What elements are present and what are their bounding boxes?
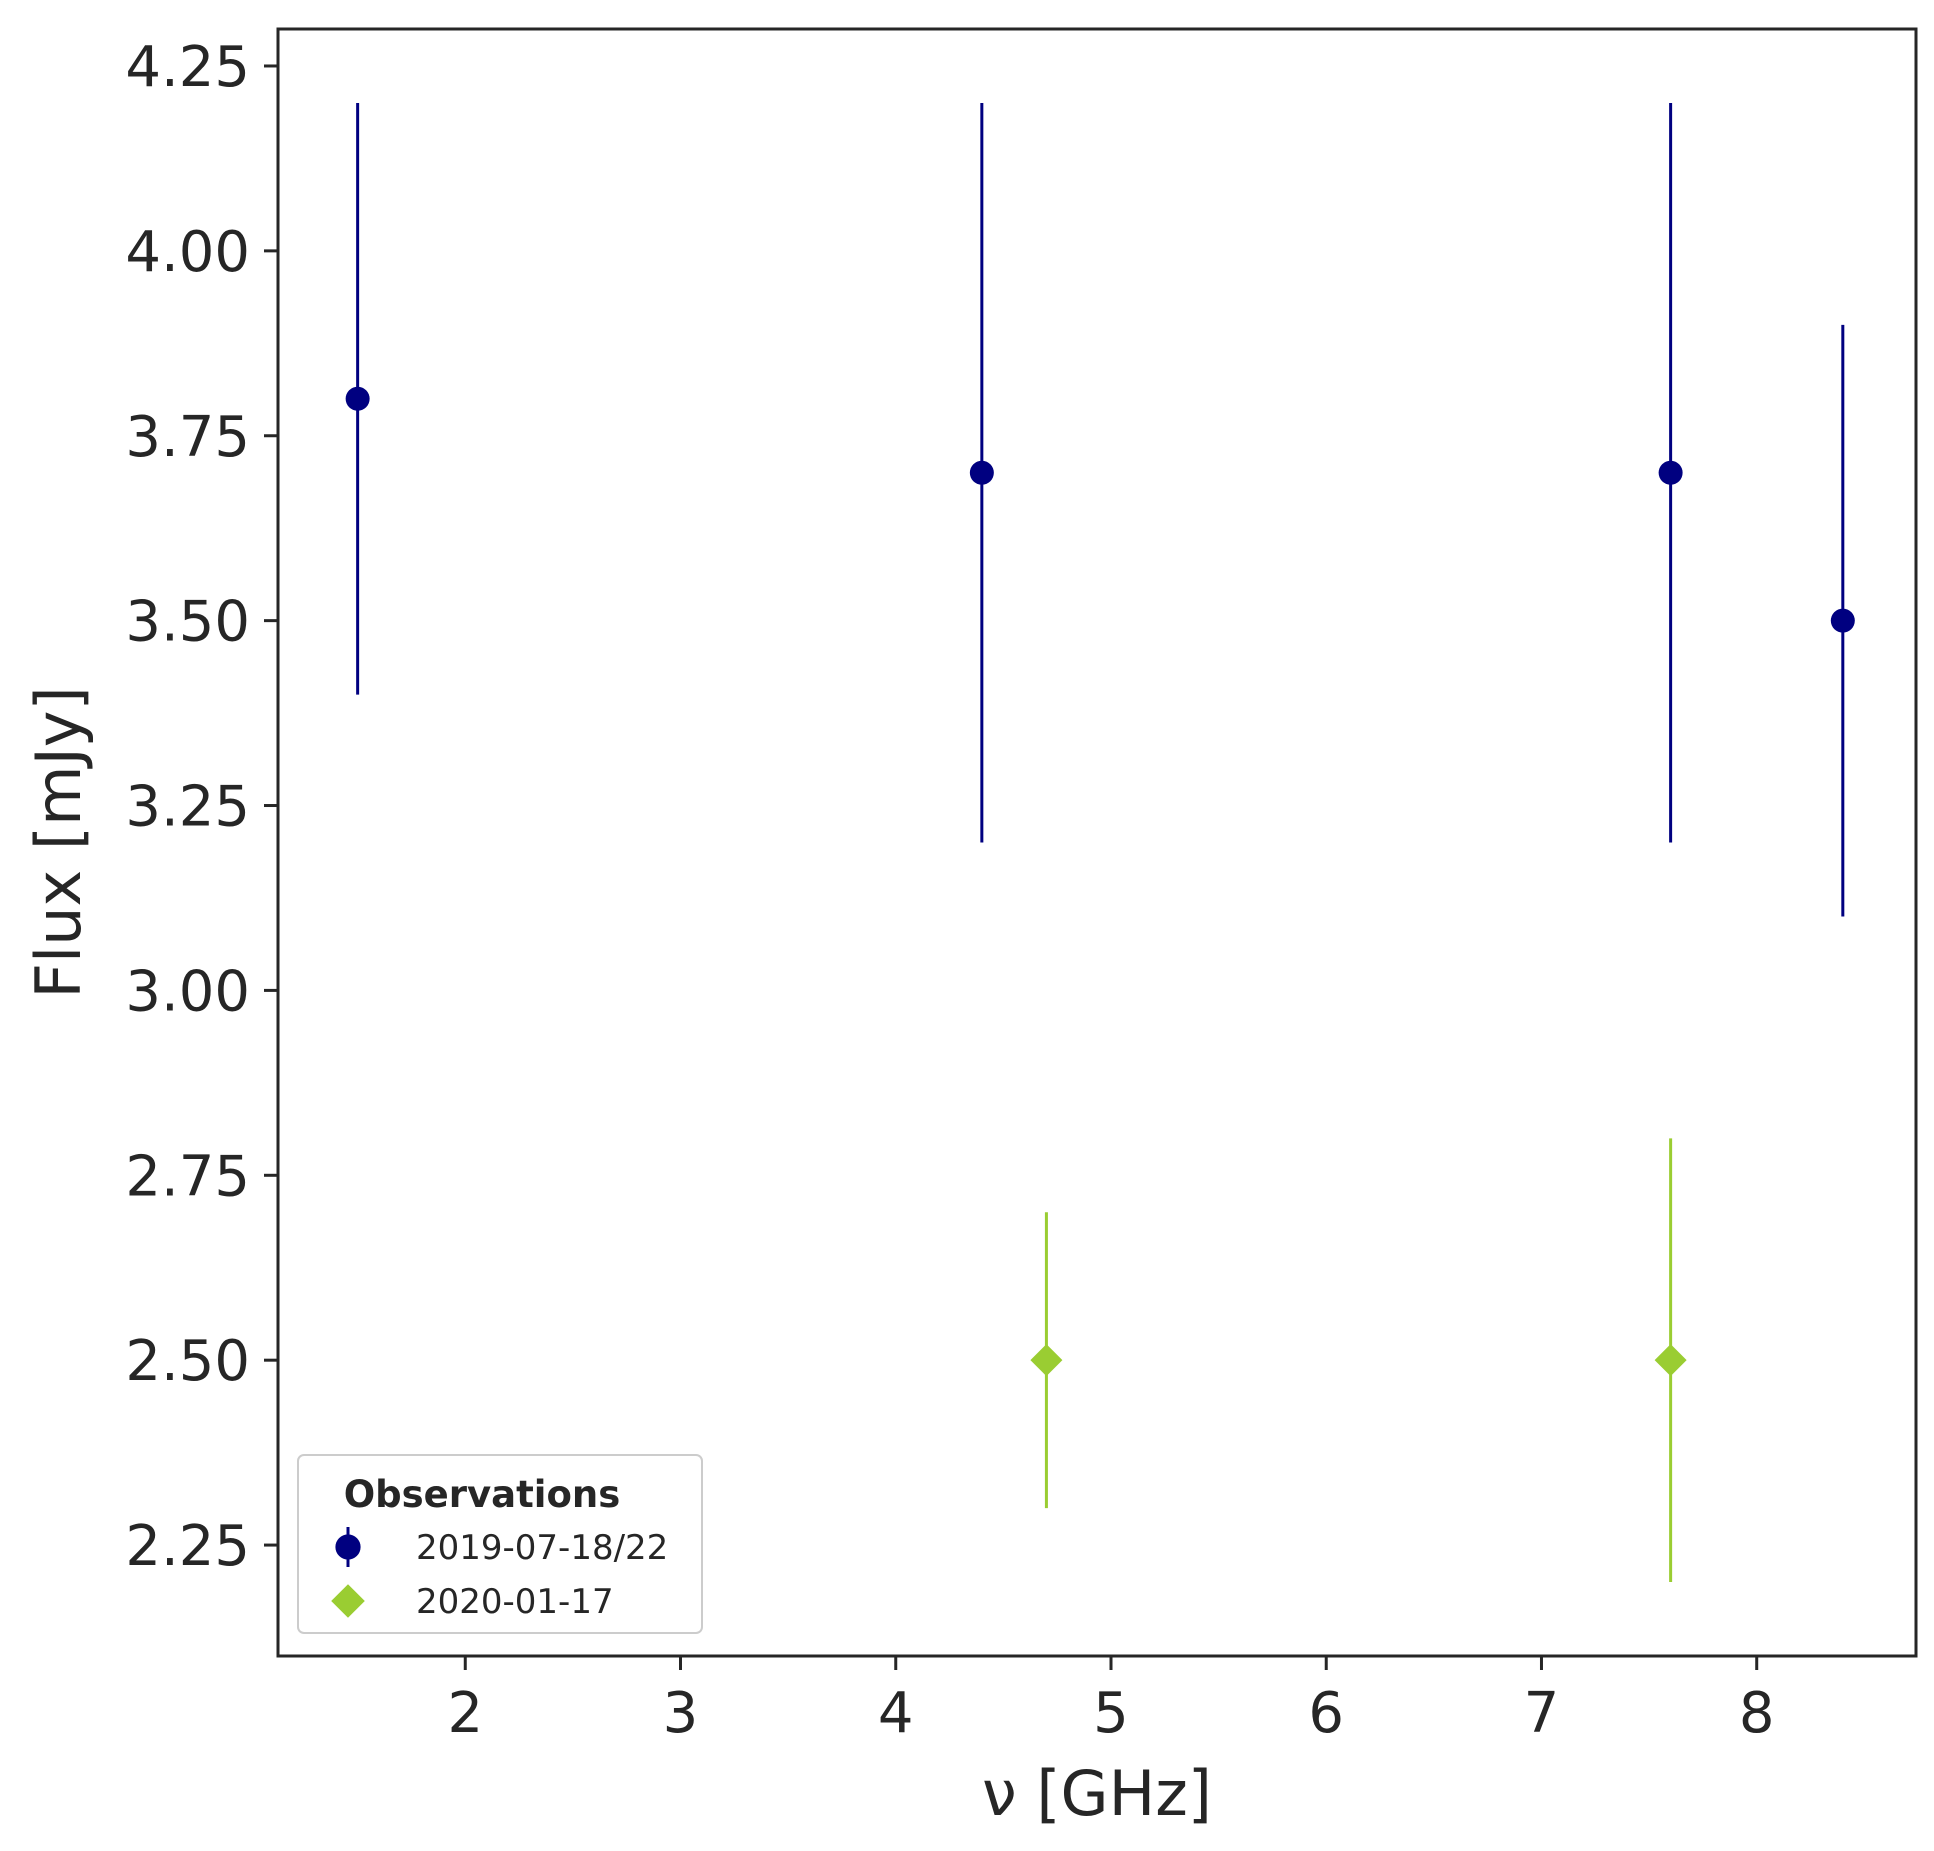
legend-entries: 2019-07-18/22 2020-01-17: [331, 1527, 668, 1622]
data-point: [1830, 608, 1855, 633]
series-1: [345, 102, 1855, 917]
y-tick-label: 3.25: [125, 775, 250, 840]
x-tick-label: 2: [447, 1681, 483, 1746]
legend-entry: 2019-07-18/22: [335, 1527, 668, 1568]
y-tick-label: 2.25: [125, 1514, 250, 1579]
x-tick-label: 4: [878, 1681, 914, 1746]
y-axis: 2.25 2.50 2.75 3.00 3.25 3.50 3.75 4.00 4.25: [125, 35, 278, 1579]
data-point: [1654, 1344, 1687, 1377]
series-layer: [345, 102, 1855, 1583]
legend-box: [297, 1454, 703, 1634]
x-tick-label: 7: [1524, 1681, 1560, 1746]
x-axis: 2 3 4 5 6 7 8: [447, 1656, 1775, 1746]
data-point: [1658, 460, 1683, 485]
x-tick-label: 3: [663, 1681, 699, 1746]
legend-title: Observations: [344, 1473, 621, 1516]
y-tick-label: 3.75: [125, 405, 250, 470]
data-point: [1030, 1344, 1063, 1377]
legend-entry: 2020-01-17: [331, 1582, 614, 1622]
x-tick-label: 5: [1093, 1681, 1129, 1746]
y-tick-label: 2.75: [125, 1144, 250, 1209]
series-2: [1030, 1138, 1687, 1583]
x-tick-label: 6: [1308, 1681, 1344, 1746]
y-tick-label: 4.00: [125, 220, 250, 285]
x-axis-label: ν [GHz]: [982, 1757, 1212, 1830]
x-tick-label: 8: [1739, 1681, 1775, 1746]
legend-label: 2019-07-18/22: [416, 1528, 668, 1568]
legend-marker: [335, 1534, 361, 1560]
legend-label: 2020-01-17: [416, 1582, 614, 1622]
y-tick-label: 4.25: [125, 35, 250, 100]
y-tick-label: 3.50: [125, 590, 250, 655]
axes-frame: [276, 27, 1918, 1658]
legend-marker: [331, 1584, 365, 1618]
legend: Observations 2019-07-18/22 2020-01-17: [297, 1454, 703, 1634]
y-axis-label: Flux [mJy]: [22, 686, 95, 998]
data-point: [345, 386, 370, 411]
y-tick-label: 3.00: [125, 959, 250, 1024]
y-tick-label: 2.50: [125, 1329, 250, 1394]
data-point: [969, 460, 994, 485]
